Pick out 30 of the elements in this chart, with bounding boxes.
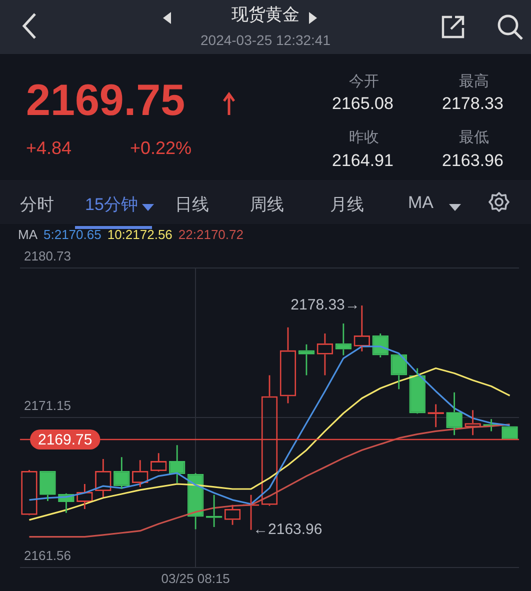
text: 周线 — [250, 194, 284, 216]
text: 2169.75 — [26, 76, 186, 126]
text: 2165.08 — [332, 94, 394, 114]
text: 2164.91 — [332, 151, 394, 171]
text: 最低 — [459, 128, 489, 147]
text: 22:2170.72 — [178, 226, 244, 242]
text: 15分钟 — [85, 194, 138, 216]
text: 今开 — [349, 72, 379, 91]
text: MA — [408, 193, 434, 213]
text: 2178.33 — [442, 94, 504, 114]
text: 10:2172.56 — [107, 226, 172, 242]
ref-line-label: 2169.75 — [38, 432, 92, 449]
text: 月线 — [330, 194, 364, 216]
annotation: ←2163.96 — [253, 521, 322, 538]
text: 最高 — [459, 72, 489, 91]
text: 5:2170.65 — [44, 226, 102, 242]
chart-subtitle: 2024-03-25 12:32:41 — [200, 32, 332, 48]
text: 分时 — [20, 194, 54, 216]
text: 2163.96 — [442, 151, 504, 171]
annotation: 2178.33→ — [290, 296, 360, 314]
text: 昨收 — [349, 128, 379, 147]
text: 日线 — [175, 194, 209, 216]
legend-title: MA — [18, 226, 38, 242]
text: +4.84 — [26, 138, 72, 159]
y-tick-label: 2180.73 — [24, 248, 71, 264]
chart-title: 现货黄金 — [230, 4, 300, 26]
y-tick-label: 2171.15 — [24, 398, 71, 414]
text: +0.22% — [130, 138, 192, 159]
x-tick-label: 03/25 08:15 — [161, 570, 230, 586]
y-tick-label: 2161.56 — [24, 548, 71, 563]
